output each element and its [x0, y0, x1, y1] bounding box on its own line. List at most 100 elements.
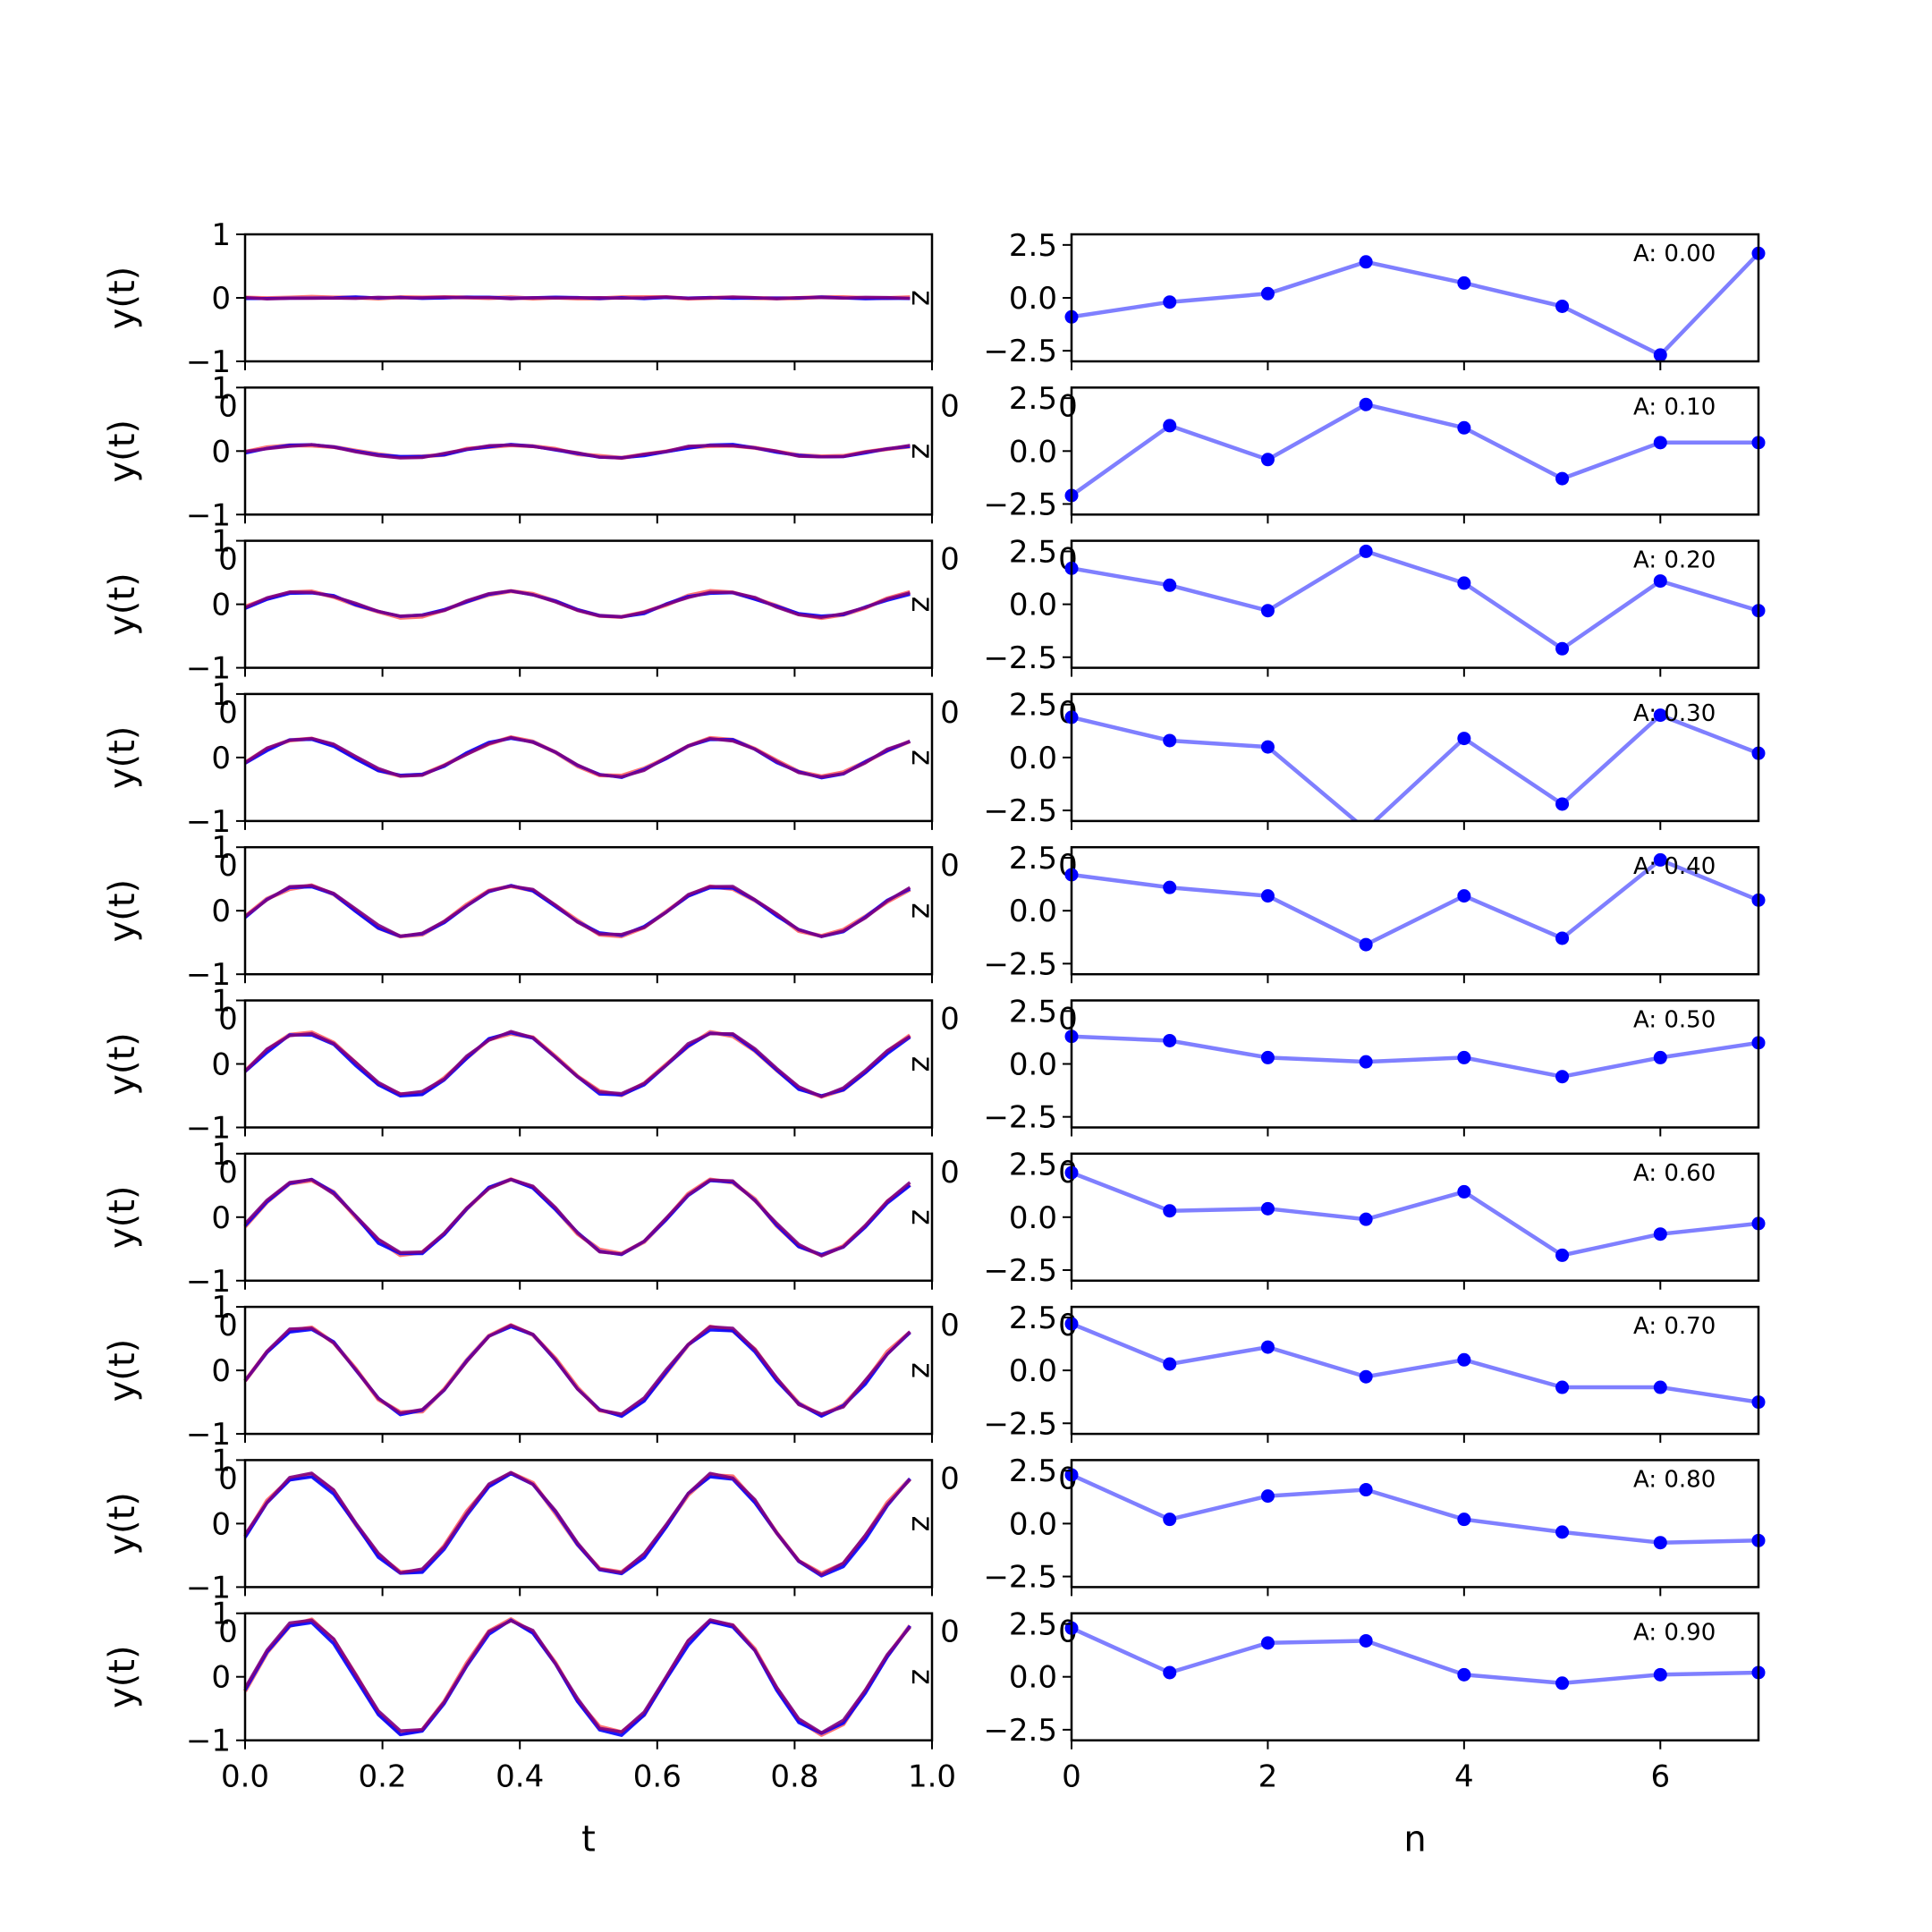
axes-frame — [243, 1612, 934, 1741]
x-tick-label: 0.4 — [496, 1759, 544, 1795]
y-axis-label: y(t) — [102, 572, 143, 636]
y-tick-label: 1 — [211, 370, 231, 406]
data-point — [1260, 889, 1275, 903]
y-tick-label: 1 — [211, 830, 231, 866]
data-point — [1555, 1380, 1570, 1394]
y-tick-label: −1 — [186, 957, 231, 993]
data-point — [1555, 1525, 1570, 1539]
overlap-tick-label: 0 — [940, 1614, 960, 1650]
right-panel-row-1: 0 0 A: 0.10 2.5 0.0 −2.5 — [940, 381, 1766, 524]
y-tick-label: −2.5 — [983, 1713, 1057, 1749]
y-tick-label: −1 — [186, 1724, 231, 1759]
series-line-2 — [243, 1323, 911, 1416]
series-line-0 — [243, 1177, 911, 1258]
side-label: z — [904, 902, 940, 919]
y-tick-label: −2.5 — [983, 946, 1057, 982]
series-line — [1072, 1034, 1758, 1079]
right-panel-row-7: 00A: 0.702.50.0−2.5 — [940, 1301, 1766, 1444]
y-tick-label: 0.0 — [1009, 281, 1057, 317]
data-point — [1163, 880, 1177, 894]
y-tick-label: 0 — [211, 741, 231, 776]
data-point — [1260, 1340, 1275, 1354]
data-point — [1555, 471, 1570, 486]
data-point — [1555, 931, 1570, 945]
amplitude-annotation: A: 0.60 — [1633, 1160, 1716, 1187]
right-panel-row-6: 00A: 0.602.50.0−2.5 — [940, 1148, 1766, 1290]
side-label: z — [904, 750, 940, 766]
series-line-2 — [243, 1470, 911, 1577]
y-tick-label: −1 — [186, 1417, 231, 1453]
data-point — [1163, 733, 1177, 748]
y-tick-label: −1 — [186, 804, 231, 840]
data-point — [1653, 574, 1667, 589]
data-point — [1163, 419, 1177, 433]
axes-frame — [243, 692, 934, 823]
y-tick-label: 0.0 — [1009, 588, 1057, 623]
amplitude-annotation: A: 0.30 — [1633, 700, 1716, 727]
data-point — [1260, 1050, 1275, 1064]
series-line-1 — [244, 736, 911, 780]
data-point — [1260, 286, 1275, 301]
series-line-2 — [243, 1030, 911, 1098]
x-axis-label-right: n — [1403, 1819, 1426, 1860]
right-panel-row-8: 00A: 0.802.50.0−2.5 — [940, 1453, 1766, 1597]
series-line-1 — [243, 1030, 911, 1098]
series-line-2 — [244, 295, 911, 301]
amplitude-annotation: A: 0.80 — [1633, 1466, 1716, 1493]
overlap-tick-label: 0 — [218, 1002, 238, 1038]
overlap-tick-label: 0 — [940, 1155, 960, 1191]
y-tick-label: −1 — [186, 651, 231, 687]
y-tick-label: −1 — [186, 1570, 231, 1606]
data-point — [1653, 1050, 1667, 1064]
y-tick-label: −2.5 — [983, 793, 1057, 829]
data-point — [1260, 1636, 1275, 1650]
y-tick-label: 1 — [211, 1443, 231, 1479]
y-tick-label: 0 — [211, 1200, 231, 1236]
series-line-1 — [243, 884, 911, 938]
overlap-tick-label: 0 — [218, 1461, 238, 1496]
y-axis-label: y(t) — [102, 879, 143, 943]
y-tick-label: 0.0 — [1009, 434, 1057, 470]
y-axis-label: y(t) — [102, 419, 143, 483]
data-point — [1163, 1513, 1177, 1527]
side-label: z — [904, 1209, 940, 1225]
overlap-tick-label: 0 — [940, 695, 960, 731]
y-tick-label: 1 — [211, 677, 231, 713]
y-tick-label: 2.5 — [1009, 228, 1057, 264]
overlap-tick-label: 0 — [940, 1308, 960, 1343]
data-point — [1260, 453, 1275, 467]
x-tick-label: 2 — [1258, 1759, 1278, 1795]
y-tick-label: 2.5 — [1009, 1607, 1057, 1643]
y-tick-label: 0.0 — [1009, 1200, 1057, 1236]
y-tick-label: −2.5 — [983, 1100, 1057, 1136]
series-line — [1072, 1472, 1758, 1545]
x-axis-label-left: t — [581, 1819, 596, 1860]
y-tick-label: 0 — [211, 588, 231, 623]
data-point — [1163, 578, 1177, 592]
series-line — [1072, 251, 1758, 358]
axes-frame — [243, 999, 934, 1129]
y-tick-label: −1 — [186, 1111, 231, 1147]
y-axis-label: y(t) — [102, 1339, 143, 1402]
y-tick-label: 2.5 — [1009, 1148, 1057, 1183]
y-tick-label: 2.5 — [1009, 1301, 1057, 1336]
side-label: z — [904, 443, 940, 459]
y-tick-label: 0 — [211, 1047, 231, 1083]
side-label: z — [904, 1669, 940, 1685]
data-point — [1260, 604, 1275, 618]
data-point — [1457, 275, 1471, 290]
x-tick-label: 0.2 — [359, 1759, 407, 1795]
side-label: z — [904, 290, 940, 306]
right-panel-row-3: 00A: 0.302.50.0−2.5 — [940, 688, 1766, 830]
series-group — [1072, 549, 1758, 651]
series-group — [1072, 1321, 1758, 1404]
data-point — [1457, 1513, 1471, 1527]
data-point — [1555, 299, 1570, 313]
y-tick-label: 1 — [211, 984, 231, 1020]
y-tick-label: −2.5 — [983, 487, 1057, 522]
